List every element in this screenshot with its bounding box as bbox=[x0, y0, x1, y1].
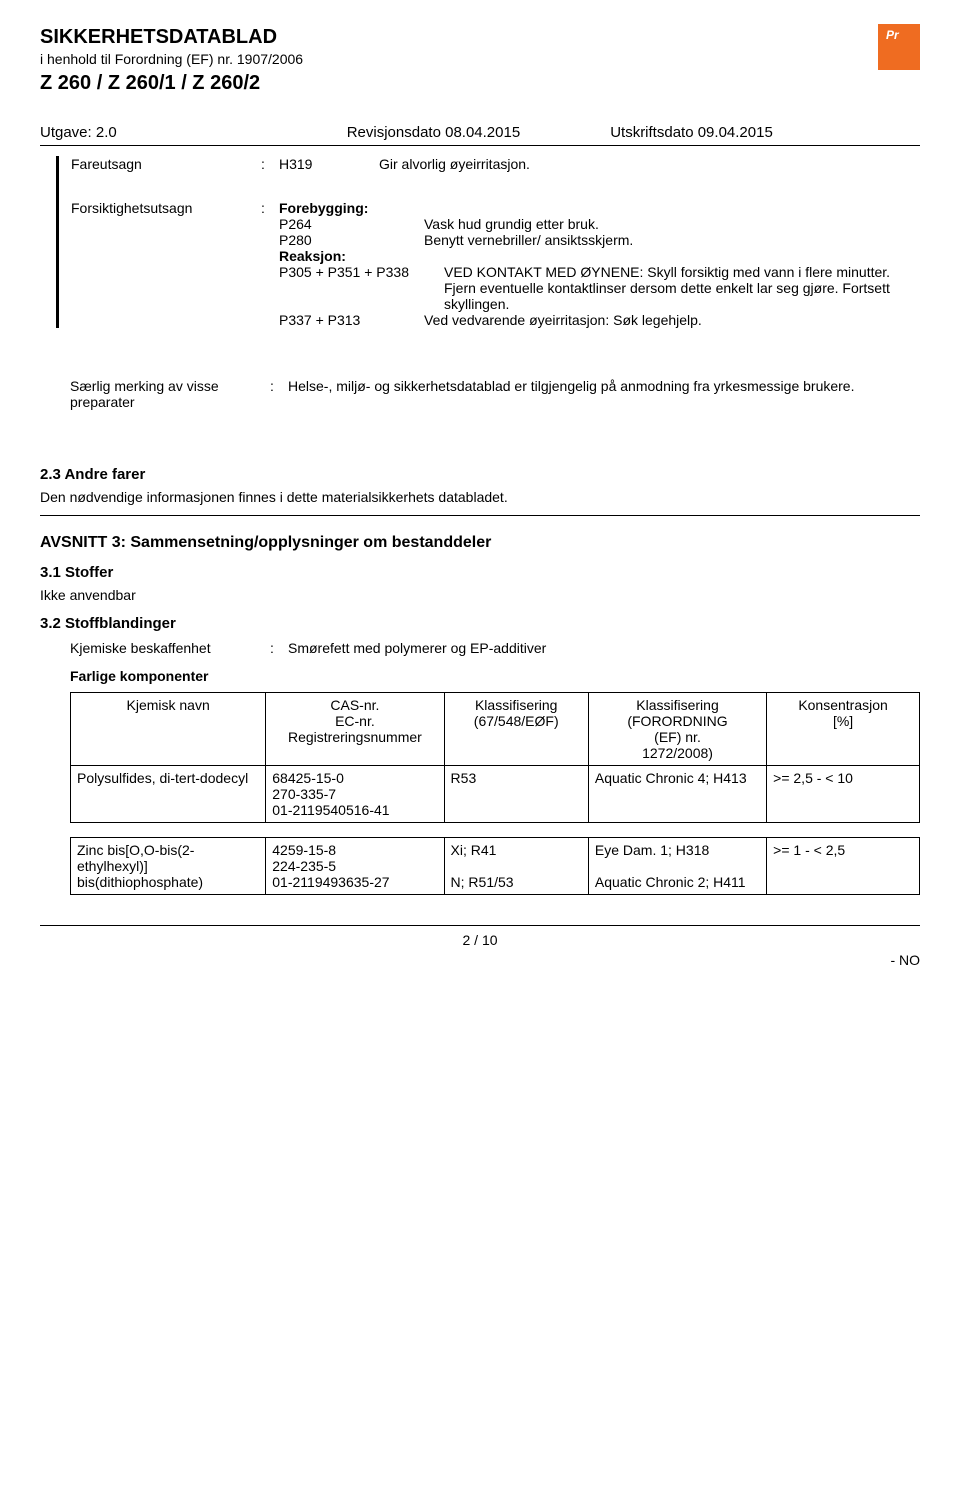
divider bbox=[40, 515, 920, 516]
language-code: - NO bbox=[40, 952, 920, 968]
p280-code: P280 bbox=[279, 232, 424, 248]
cell-class1272: Aquatic Chronic 4; H413 bbox=[588, 766, 766, 823]
special-labelling-label: Særlig merking av visse preparater bbox=[70, 378, 270, 410]
reaction-heading: Reaksjon: bbox=[279, 248, 920, 264]
cell-class67: R53 bbox=[444, 766, 588, 823]
precaution-label: Forsiktighetsutsagn bbox=[71, 200, 261, 328]
cell-name: Polysulfides, di-tert-dodecyl bbox=[71, 766, 266, 823]
section-3-2-heading: 3.2 Stoffblandinger bbox=[40, 615, 920, 632]
col-class-1272: Klassifisering (FORORDNING (EF) nr. 1272… bbox=[588, 693, 766, 766]
table-header-row: Kjemisk navn CAS-nr. EC-nr. Registrering… bbox=[71, 693, 920, 766]
cell-conc: >= 1 - < 2,5 bbox=[767, 838, 920, 895]
cell-conc: >= 2,5 - < 10 bbox=[767, 766, 920, 823]
special-labelling-row: Særlig merking av visse preparater : Hel… bbox=[70, 378, 920, 410]
pr-badge: Pr bbox=[878, 24, 920, 70]
page-footer: 2 / 10 - NO bbox=[40, 925, 920, 968]
chemical-nature-text: Smørefett med polymerer og EP-additiver bbox=[288, 640, 546, 656]
p305-text: VED KONTAKT MED ØYNENE: Skyll forsiktig … bbox=[444, 264, 920, 312]
p264-text: Vask hud grundig etter bruk. bbox=[424, 216, 920, 232]
document-title: SIKKERHETSDATABLAD bbox=[40, 24, 303, 50]
print-date: Utskriftsdato 09.04.2015 bbox=[610, 124, 773, 141]
cell-class1272: Eye Dam. 1; H318 Aquatic Chronic 2; H411 bbox=[588, 838, 766, 895]
cell-ids: 4259-15-8 224-235-5 01-2119493635-27 bbox=[266, 838, 444, 895]
cell-ids: 68425-15-0 270-335-7 01-2119540516-41 bbox=[266, 766, 444, 823]
p280-text: Benytt vernebriller/ ansiktsskjerm. bbox=[424, 232, 920, 248]
section-2-3-text: Den nødvendige informasjonen finnes i de… bbox=[40, 489, 920, 505]
components-table-2: Zinc bis[O,O-bis(2-ethylhexyl)] bis(dith… bbox=[70, 837, 920, 895]
section-2-3-heading: 2.3 Andre farer bbox=[40, 466, 920, 483]
table-row: Zinc bis[O,O-bis(2-ethylhexyl)] bis(dith… bbox=[71, 838, 920, 895]
col-ids: CAS-nr. EC-nr. Registreringsnummer bbox=[266, 693, 444, 766]
col-class-67: Klassifisering (67/548/EØF) bbox=[444, 693, 588, 766]
meta-line: Utgave: 2.0 Revisjonsdato 08.04.2015 Uts… bbox=[40, 124, 920, 146]
regulation-subtitle: i henhold til Forordning (EF) nr. 1907/2… bbox=[40, 50, 303, 68]
cell-name: Zinc bis[O,O-bis(2-ethylhexyl)] bis(dith… bbox=[71, 838, 266, 895]
revision-date: Revisjonsdato 08.04.2015 bbox=[347, 124, 520, 141]
section-3-title: AVSNITT 3: Sammensetning/opplysninger om… bbox=[40, 534, 920, 552]
p337-code: P337 + P313 bbox=[279, 312, 424, 328]
p264-code: P264 bbox=[279, 216, 424, 232]
dangerous-components-label: Farlige komponenter bbox=[70, 668, 920, 684]
prevention-heading: Forebygging: bbox=[279, 200, 920, 216]
special-labelling-text: Helse-, miljø- og sikkerhetsdatablad er … bbox=[288, 378, 920, 410]
section-3-1-heading: 3.1 Stoffer bbox=[40, 564, 920, 581]
cell-class67: Xi; R41 N; R51/53 bbox=[444, 838, 588, 895]
components-table: Kjemisk navn CAS-nr. EC-nr. Registrering… bbox=[70, 692, 920, 823]
edition-label: Utgave: 2.0 bbox=[40, 124, 117, 141]
page-number: 2 / 10 bbox=[40, 932, 920, 948]
hazard-text: Gir alvorlig øyeirritasjon. bbox=[379, 156, 530, 172]
precaution-row: Forsiktighetsutsagn : Forebygging: P264 … bbox=[71, 200, 920, 328]
page-header: SIKKERHETSDATABLAD i henhold til Forordn… bbox=[40, 24, 920, 96]
p337-text: Ved vedvarende øyeirritasjon: Søk legehj… bbox=[424, 312, 920, 328]
chemical-nature-row: Kjemiske beskaffenhet : Smørefett med po… bbox=[70, 640, 920, 656]
product-identifier: Z 260 / Z 260/1 / Z 260/2 bbox=[40, 70, 303, 96]
section-3-1-text: Ikke anvendbar bbox=[40, 587, 920, 603]
header-text-block: SIKKERHETSDATABLAD i henhold til Forordn… bbox=[40, 24, 303, 96]
chemical-nature-label: Kjemiske beskaffenhet bbox=[70, 640, 270, 656]
hazard-statement-label: Fareutsagn bbox=[71, 156, 261, 172]
hazard-statement-row: Fareutsagn : H319 Gir alvorlig øyeirrita… bbox=[71, 156, 920, 172]
p305-code: P305 + P351 + P338 bbox=[279, 264, 444, 312]
col-chemical-name: Kjemisk navn bbox=[71, 693, 266, 766]
table-row: Polysulfides, di-tert-dodecyl 68425-15-0… bbox=[71, 766, 920, 823]
col-concentration: Konsentrasjon [%] bbox=[767, 693, 920, 766]
hazard-statements-block: Fareutsagn : H319 Gir alvorlig øyeirrita… bbox=[56, 156, 920, 328]
hazard-code: H319 bbox=[279, 156, 379, 172]
